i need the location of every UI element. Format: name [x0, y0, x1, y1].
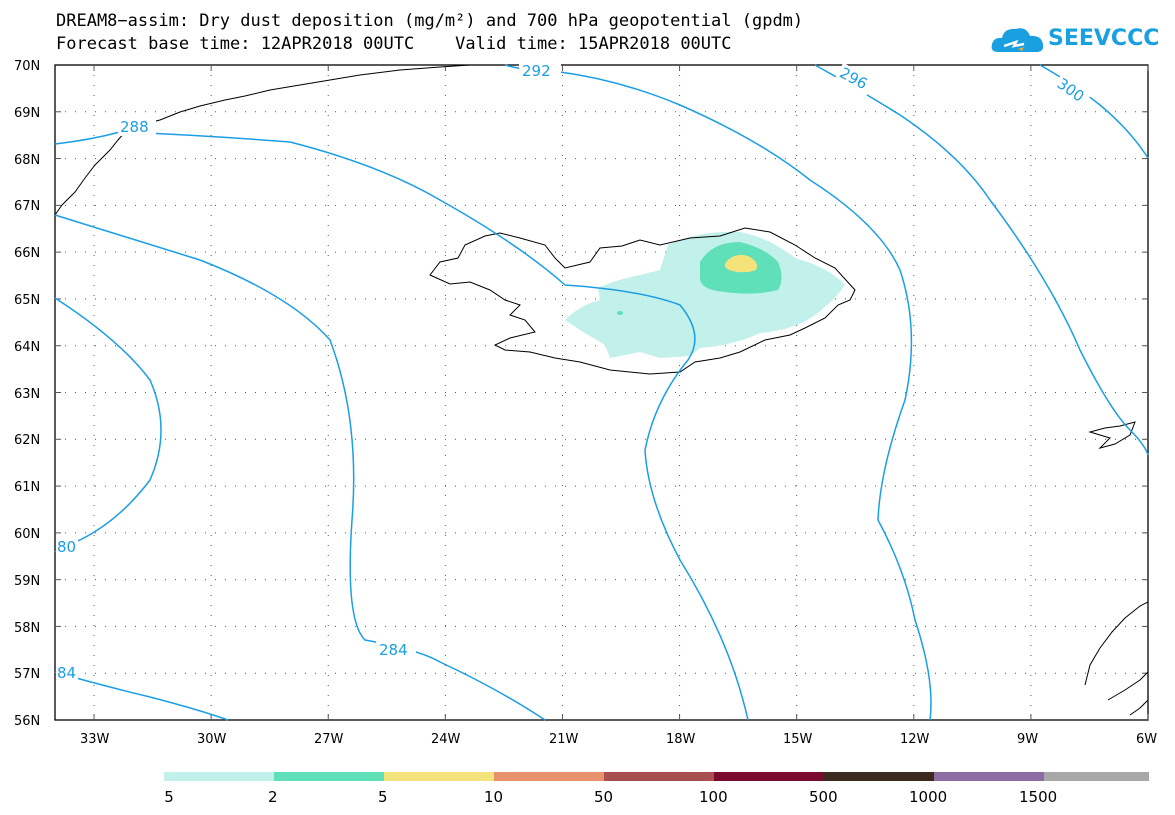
contour-284: [54, 214, 546, 721]
legend-label: 500: [809, 788, 838, 806]
dust-deposition-shading: [565, 231, 845, 358]
legend-swatch: [714, 772, 824, 781]
lon-label: 33W: [80, 732, 110, 747]
lat-label: 61N: [14, 480, 40, 495]
geopotential-contours: [54, 64, 1149, 721]
lat-label: 56N: [14, 714, 40, 729]
grid-lines: [55, 65, 1148, 720]
logo-text: SEEVCCC: [1048, 26, 1160, 51]
legend-label: 100: [699, 788, 728, 806]
greenland-coast: [54, 64, 471, 216]
legend-swatch: [604, 772, 714, 781]
lat-label: 64N: [14, 340, 40, 355]
map-canvas: 292 296 300 288 80 284 84 70N 69N 68N 67…: [14, 59, 1157, 747]
latitude-labels: 70N 69N 68N 67N 66N 65N 64N 63N 62N 61N …: [14, 59, 40, 729]
contour-label-280: 80: [57, 538, 76, 556]
dust-area-high: [724, 254, 757, 273]
map-frame: [54, 64, 1149, 721]
legend-label: 1500: [1019, 788, 1057, 806]
axis-ticks: [55, 65, 1149, 720]
lon-label: 30W: [197, 732, 227, 747]
legend-label: 0.5: [164, 788, 174, 806]
lat-label: 66N: [14, 246, 40, 261]
contour-284b: [54, 671, 229, 721]
lon-label: 15W: [783, 732, 813, 747]
legend-label: 5: [378, 788, 388, 806]
lon-label: 9W: [1017, 732, 1038, 747]
lat-label: 67N: [14, 199, 40, 214]
map-title: DREAM8−assim: Dry dust deposition (mg/m²…: [56, 11, 804, 31]
contour-label-288: 288: [120, 118, 149, 136]
lat-label: 68N: [14, 153, 40, 168]
legend-swatch: [384, 772, 494, 781]
lon-label: 18W: [666, 732, 696, 747]
legend-label: 2: [268, 788, 278, 806]
contour-296: [814, 64, 1149, 456]
lat-label: 65N: [14, 293, 40, 308]
coastlines: [54, 64, 1149, 716]
legend-swatch: [494, 772, 604, 781]
legend-swatch: [274, 772, 384, 781]
contour-label-292: 292: [522, 62, 551, 80]
lat-label: 59N: [14, 574, 40, 589]
seevccc-logo: SEEVCCC: [990, 22, 1160, 58]
lat-label: 60N: [14, 527, 40, 542]
legend-swatch: [934, 772, 1044, 781]
legend-swatch: [164, 772, 274, 781]
contour-280: [54, 297, 162, 553]
lat-label: 62N: [14, 433, 40, 448]
color-legend: 0.5 2 5 10 50 100 500 1000 1500: [164, 772, 1149, 806]
lon-label: 6W: [1136, 732, 1157, 747]
iceland-coast: [429, 227, 856, 375]
cloud-icon: [991, 28, 1044, 52]
faroe-coast: [1088, 421, 1136, 449]
lon-label: 21W: [549, 732, 579, 747]
lat-label: 69N: [14, 106, 40, 121]
dust-spot: [617, 311, 623, 315]
lon-label: 12W: [900, 732, 930, 747]
legend-swatch: [824, 772, 934, 781]
map-subtitle: Forecast base time: 12APR2018 00UTC Vali…: [56, 34, 732, 54]
contour-288: [54, 131, 749, 721]
longitude-labels: 33W 30W 27W 24W 21W 18W 15W 12W 9W 6W: [80, 732, 1157, 747]
legend-label: 10: [484, 788, 503, 806]
lat-label: 70N: [14, 59, 40, 74]
contour-label-284: 284: [379, 641, 408, 659]
contour-300: [1039, 64, 1149, 159]
legend-label: 50: [594, 788, 613, 806]
legend-swatch: [1044, 772, 1149, 781]
scotland-coast: [1084, 601, 1149, 716]
contour-label-284-left: 84: [57, 664, 76, 682]
lat-label: 63N: [14, 387, 40, 402]
lon-label: 24W: [431, 732, 461, 747]
lat-label: 57N: [14, 667, 40, 682]
lat-label: 58N: [14, 621, 40, 636]
lon-label: 27W: [314, 732, 344, 747]
contour-292: [504, 64, 932, 721]
legend-label: 1000: [909, 788, 947, 806]
